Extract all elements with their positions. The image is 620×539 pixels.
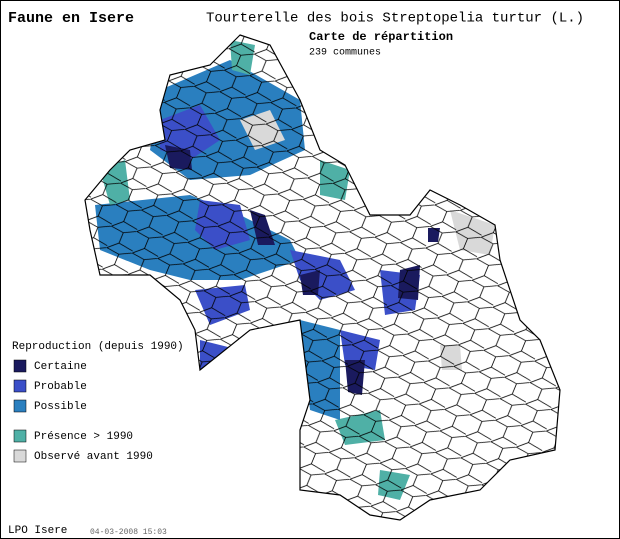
- legend-label: Observé avant 1990: [34, 451, 153, 463]
- map-outline: [84, 34, 561, 521]
- commune-count: 239 communes: [309, 48, 381, 59]
- legend-swatch: [13, 429, 27, 443]
- date: 04-03-2008 15:03: [90, 528, 167, 537]
- map-title: Carte de répartition: [309, 30, 453, 44]
- legend-swatch: [13, 379, 27, 393]
- legend-swatch: [13, 399, 27, 413]
- legend-label: Probable: [34, 381, 87, 393]
- legend: Certaine Probable Possible Présence > 1990 O…: [13, 359, 153, 463]
- source: LPO Isere: [8, 525, 67, 537]
- legend-title: Reproduction (depuis 1990): [12, 341, 184, 353]
- legend-label: Certaine: [34, 361, 87, 373]
- species-title: Tourterelle des bois Streptopelia turtur…: [206, 11, 584, 27]
- site-title: Faune en Isere: [8, 10, 134, 27]
- legend-label: Présence > 1990: [34, 431, 133, 443]
- legend-label: Possible: [34, 401, 87, 413]
- legend-swatch: [13, 359, 27, 373]
- legend-swatch: [13, 449, 27, 463]
